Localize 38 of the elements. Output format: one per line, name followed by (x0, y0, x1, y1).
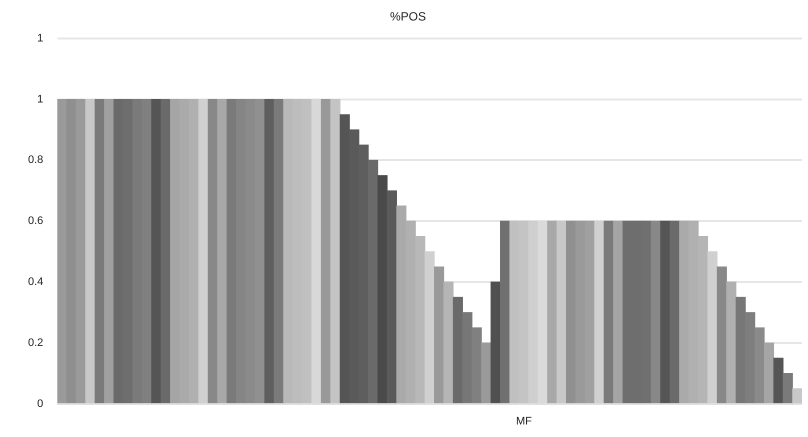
bar (443, 282, 454, 404)
x-tick-label: MF (516, 415, 532, 428)
y-tick-label: 1 (37, 93, 44, 106)
bar (330, 98, 340, 404)
bar (377, 175, 388, 404)
bar (217, 98, 228, 404)
bar (764, 342, 774, 404)
y-tick-label: 0.6 (28, 215, 44, 228)
y-tick-label: 0 (37, 398, 44, 410)
bar (151, 98, 162, 404)
y-tick-label: 0.8 (28, 154, 44, 166)
bar (613, 220, 624, 404)
bar (782, 373, 793, 404)
bar (500, 220, 510, 404)
y-tick-label: 1 (37, 32, 44, 44)
bar (670, 220, 680, 404)
bar (726, 282, 736, 404)
bar (773, 358, 784, 404)
bar (650, 220, 661, 404)
y-tick-label: 0.2 (28, 336, 44, 349)
bar (160, 98, 171, 404)
bar (104, 98, 114, 404)
bar (264, 98, 274, 404)
bar (792, 388, 802, 404)
bar (490, 282, 501, 404)
y-tick-label: 0.4 (28, 276, 44, 288)
bar (434, 266, 444, 404)
bar (386, 190, 397, 404)
bar (452, 296, 463, 404)
bar (85, 98, 96, 404)
bar (556, 220, 567, 404)
bar (94, 98, 105, 404)
bar (481, 342, 492, 404)
bar (604, 220, 614, 404)
chart-title: %POS (390, 10, 426, 24)
bar (716, 266, 727, 404)
bar (320, 98, 331, 404)
bar (547, 220, 558, 404)
